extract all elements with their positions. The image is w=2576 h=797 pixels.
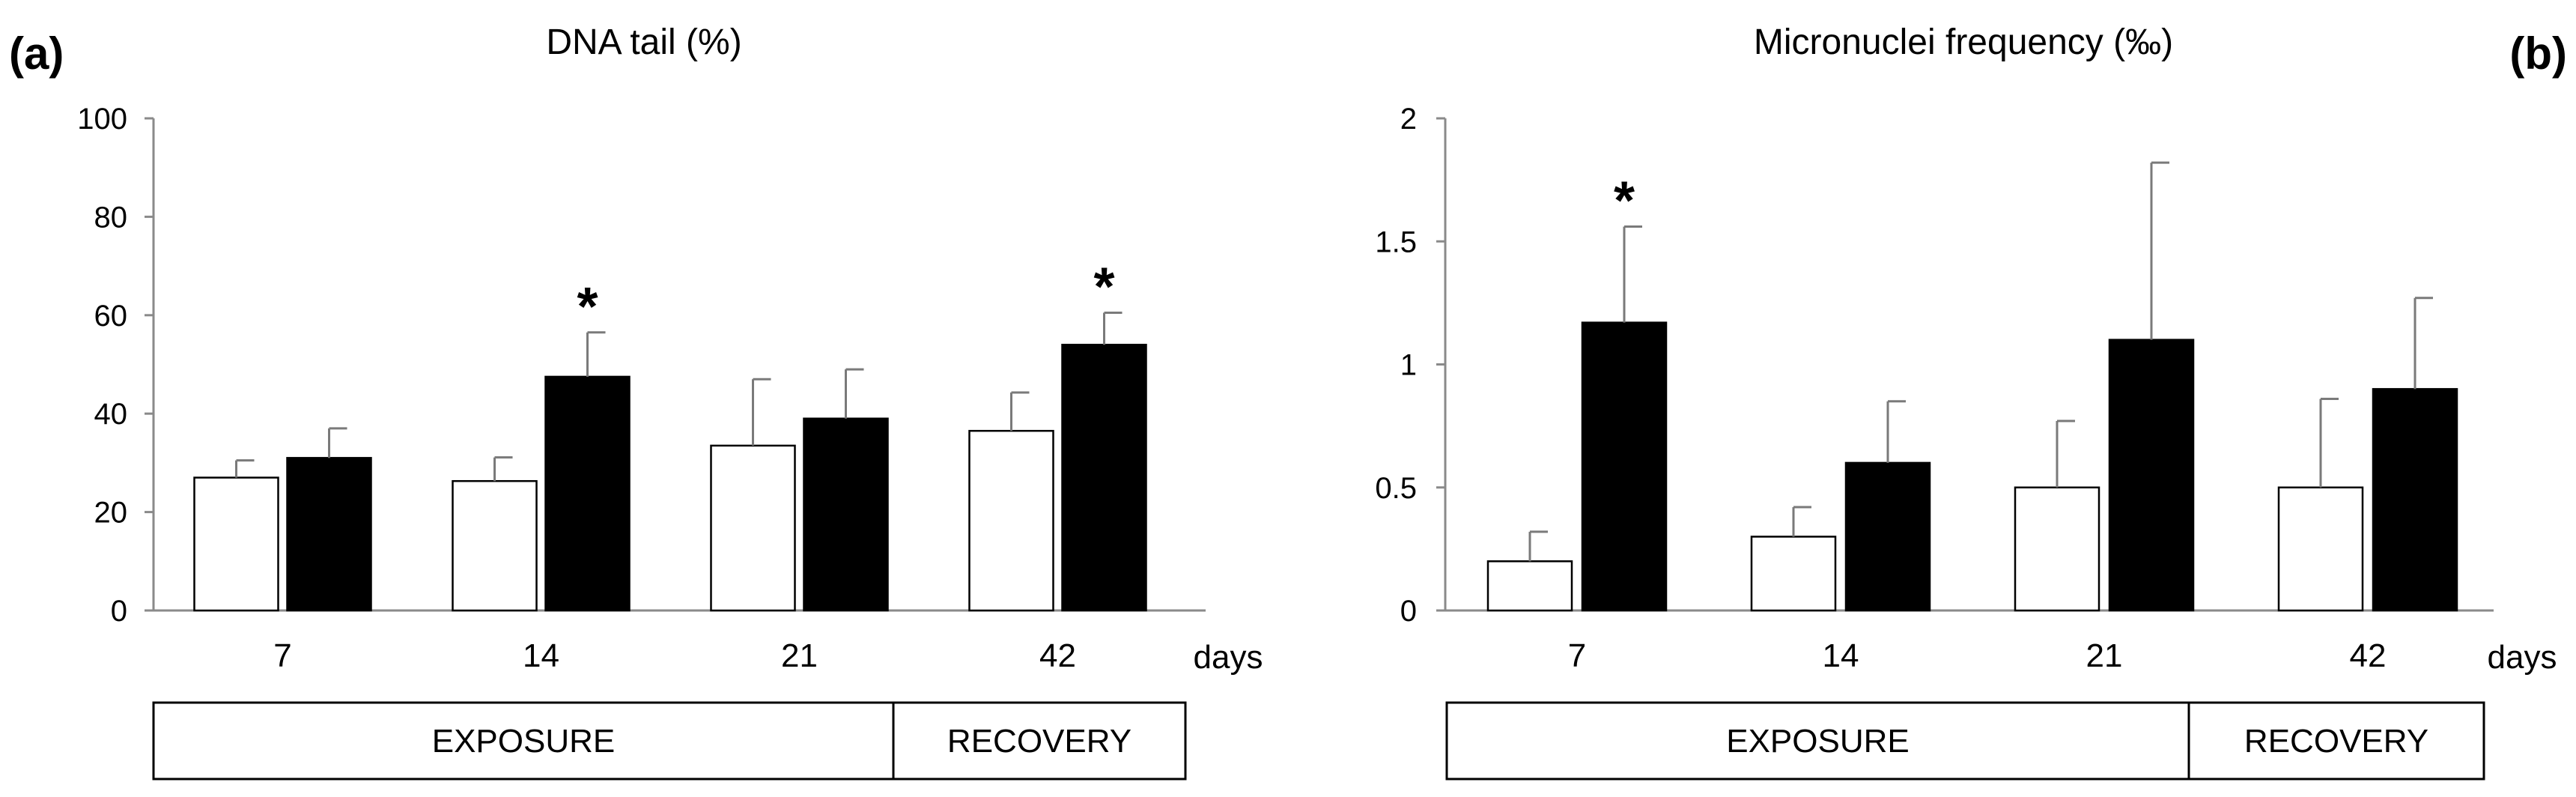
bars-b <box>1486 321 2458 612</box>
y-tick-label: 0 <box>1400 595 1417 628</box>
significance-markers-a: * * <box>577 258 1114 337</box>
bar-exposed <box>286 457 372 612</box>
phase-label-exposure: EXPOSURE <box>1726 723 1910 760</box>
phase-box-outline <box>1445 701 2485 781</box>
bar-exposed <box>2108 339 2195 612</box>
bar-control <box>968 429 1054 612</box>
significance-markers-b: * <box>1614 172 1635 231</box>
x-category-label: 42 <box>2350 637 2387 674</box>
y-tick-label: 80 <box>94 201 128 234</box>
error-bars-b <box>1528 161 2433 562</box>
bar-exposed <box>2372 388 2458 612</box>
y-tick-label: 2 <box>1400 103 1417 136</box>
x-category-label: 21 <box>2086 637 2123 674</box>
significance-star: * <box>1614 172 1635 231</box>
y-tick-label: 1 <box>1400 349 1417 382</box>
phase-box-b: EXPOSURE RECOVERY <box>1445 701 2485 781</box>
significance-star: * <box>577 277 598 337</box>
panel-label-b: (b) <box>2509 28 2567 79</box>
bar-exposed <box>803 417 889 612</box>
phase-label-recovery: RECOVERY <box>947 723 1131 760</box>
chart-title-b: Micronuclei frequency (‰) <box>1754 22 2173 62</box>
chart-title-a: DNA tail (%) <box>546 22 741 62</box>
error-bars-a <box>235 312 1123 482</box>
bar-control <box>193 476 279 612</box>
y-tick-label: 60 <box>94 300 128 333</box>
phase-label-recovery: RECOVERY <box>2244 723 2428 760</box>
phase-box-a: EXPOSURE RECOVERY <box>152 701 1187 781</box>
x-category-label: 14 <box>523 637 559 674</box>
bar-control <box>2014 486 2100 612</box>
bar-control <box>1750 536 1837 612</box>
x-category-label: 7 <box>1568 637 1586 674</box>
bar-control <box>1486 560 1573 612</box>
x-category-label: 7 <box>273 637 291 674</box>
y-tick-label: 20 <box>94 497 128 530</box>
panel-label-a: (a) <box>9 28 64 79</box>
significance-star: * <box>1093 258 1114 318</box>
y-tick-label: 0 <box>111 595 127 628</box>
x-category-label: 42 <box>1039 637 1076 674</box>
phase-box-outline <box>152 701 1187 781</box>
bar-exposed <box>1844 461 1931 612</box>
bar-control <box>452 479 538 612</box>
bar-exposed <box>1581 321 1668 612</box>
bar-exposed <box>1061 343 1147 612</box>
bars-a <box>193 343 1147 612</box>
y-tick-label: 100 <box>77 103 127 136</box>
x-category-label: 21 <box>781 637 818 674</box>
panel-a: (a) DNA tail (%) days 0 20 40 60 80 100 7 14 21 4… <box>9 22 1263 781</box>
bar-control <box>2277 486 2364 612</box>
x-unit-label-a: days <box>1194 639 1263 676</box>
bar-exposed <box>544 375 631 612</box>
phase-label-exposure: EXPOSURE <box>432 723 616 760</box>
y-tick-label: 0.5 <box>1375 472 1417 505</box>
x-unit-label-b: days <box>2488 639 2557 676</box>
y-tick-label: 40 <box>94 398 128 431</box>
panel-b: (b) Micronuclei frequency (‰) days 0 0.5 1… <box>1375 22 2567 781</box>
x-category-label: 14 <box>1823 637 1859 674</box>
y-tick-label: 1.5 <box>1375 225 1417 258</box>
bar-control <box>710 444 796 612</box>
